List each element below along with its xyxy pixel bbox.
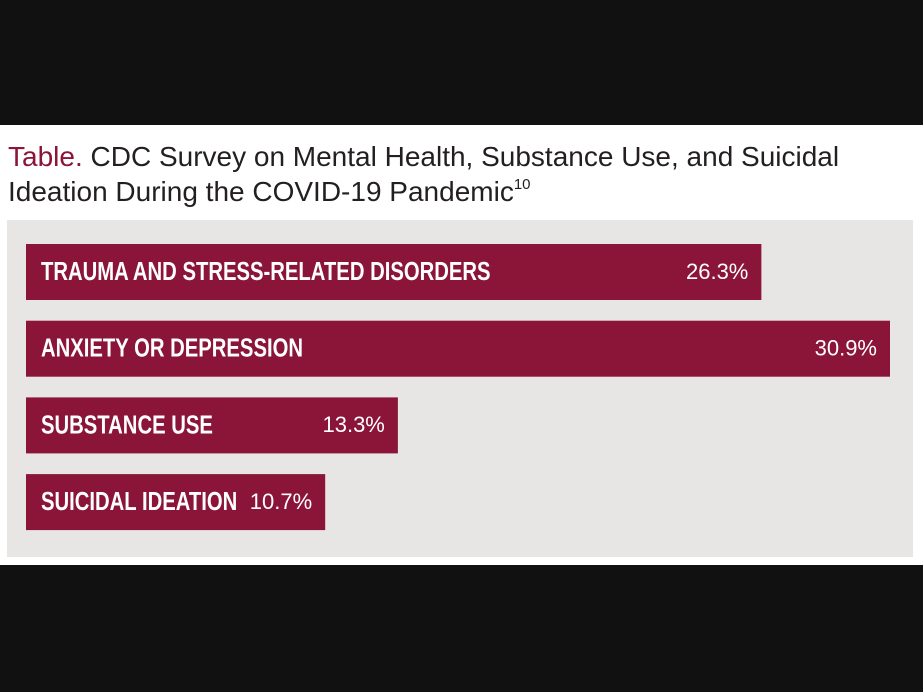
value-label: 13.3% <box>322 412 384 437</box>
chart-title: Table. CDC Survey on Mental Health, Subs… <box>8 139 858 209</box>
value-label: 10.7% <box>250 489 312 514</box>
value-label: 26.3% <box>686 259 748 284</box>
bar <box>26 397 398 454</box>
value-label: 30.9% <box>815 336 877 361</box>
bar <box>26 474 326 531</box>
category-label: TRAUMA AND STRESS-RELATED DISORDERS <box>41 256 491 285</box>
title-note: 10 <box>513 176 531 193</box>
title-label: Table. <box>8 141 83 172</box>
category-label: ANXIETY OR DEPRESSION <box>41 333 303 362</box>
bar <box>26 320 890 377</box>
category-label-group: SUICIDAL IDEATION <box>41 487 237 516</box>
category-label-group: ANXIETY OR DEPRESSION <box>41 333 303 362</box>
category-label-group: SUBSTANCE USE <box>41 410 213 439</box>
title-text: CDC Survey on Mental Health, Substance U… <box>8 141 840 207</box>
category-label: SUICIDAL IDEATION <box>41 487 237 516</box>
bar <box>26 244 762 300</box>
category-label: SUBSTANCE USE <box>41 410 213 439</box>
category-label-group: TRAUMA AND STRESS-RELATED DISORDERS <box>41 256 491 285</box>
